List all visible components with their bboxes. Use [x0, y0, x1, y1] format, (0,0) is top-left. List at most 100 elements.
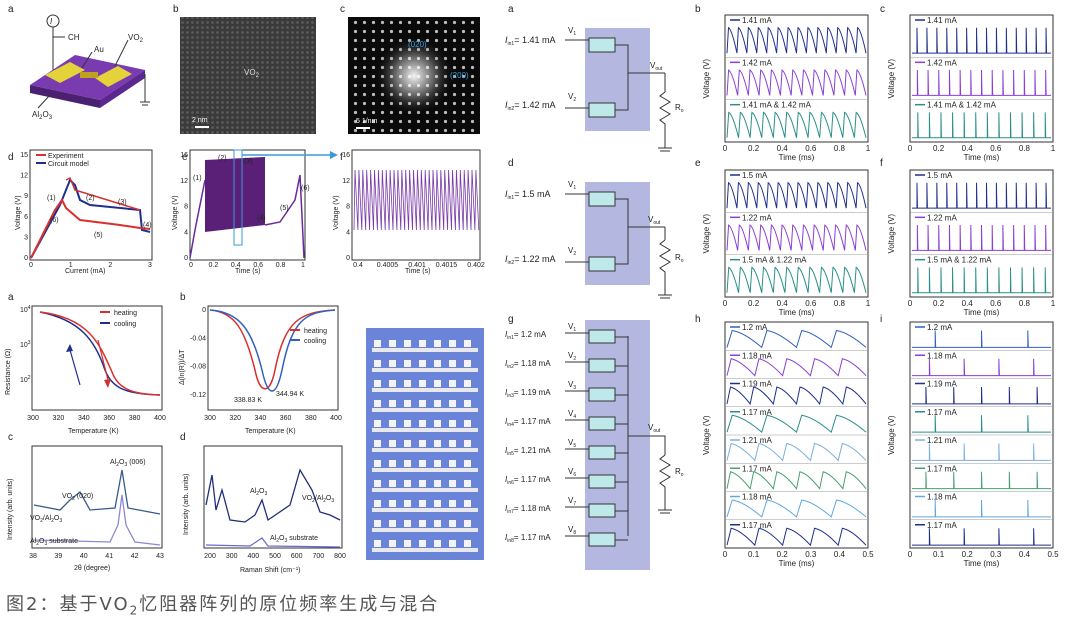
memristor-icon [588, 358, 616, 373]
tick-label: 0.2 [933, 299, 945, 308]
array-cell [449, 460, 456, 467]
waveform-trace [726, 499, 867, 518]
tick-label: 0 [184, 255, 188, 262]
panel-e-voltage-time: e Voltage (V) Time (s) 0 4 8 12 16 0 0.2 0.4 0.… [172, 149, 338, 275]
array-bus [372, 348, 478, 352]
array-cell [374, 520, 381, 527]
svg-text:104: 104 [20, 305, 31, 314]
panel-i-waveforms: i 1.2 mA 1.18 mA 1.19 mA 1.17 mA 1.21 mA 1.17… [880, 314, 1059, 568]
tick-label: 6 [24, 214, 28, 221]
trace-label: 1.18 mA [742, 351, 772, 360]
array-cell [449, 340, 456, 347]
trace-label: 1.18 mA [742, 493, 772, 502]
trace-label: 1.19 mA [742, 380, 772, 389]
memristor-icon [588, 532, 616, 547]
tick-label: 0.2 [777, 550, 789, 559]
array-cell [374, 460, 381, 467]
svg-text:Current (mA): Current (mA) [65, 268, 105, 275]
tick-label: 16 [342, 152, 350, 159]
array-cell [389, 380, 396, 387]
svg-text:338.83 K: 338.83 K [234, 397, 262, 404]
tick-label: 0.4 [353, 262, 363, 269]
svg-text:(6): (6) [301, 185, 310, 192]
array-cell [419, 360, 426, 367]
x-axis-label: Time (ms) [779, 308, 815, 317]
svg-text:Iin1= 1.5 mA: Iin1= 1.5 mA [505, 189, 550, 201]
tick-label: 0.3 [805, 550, 817, 559]
tick-label: 0.1 [933, 550, 945, 559]
svg-text:e: e [182, 152, 188, 163]
array-cell [389, 500, 396, 507]
array-bus [372, 528, 478, 532]
svg-text:V1: V1 [568, 180, 576, 191]
tick-label: 42 [131, 553, 139, 560]
memristor-icon [588, 474, 616, 489]
array-cell [404, 440, 411, 447]
current-source-icon [46, 14, 60, 28]
array-cell [419, 420, 426, 427]
waveform-trace [912, 267, 1051, 294]
input-current-label: Iin2= 1.18 mA [505, 359, 551, 370]
svg-text:Iin2= 1.42 mA: Iin2= 1.42 mA [505, 100, 555, 112]
plot-frame [909, 14, 1054, 143]
input-current-label: Iin6= 1.17 mA [505, 475, 551, 486]
tick-label: 0.4 [834, 550, 846, 559]
panel-c-waveforms: c 1.41 mA 1.42 mA 1.41 mA & 1.42 mA 0 0.2 0.4… [880, 4, 1056, 162]
panel-c-fft: c (020) (200) 5 1/nm [340, 4, 480, 134]
array-cell [449, 500, 456, 507]
tick-label: 600 [291, 553, 303, 560]
array-cell [374, 420, 381, 427]
tick-label: 15 [20, 152, 28, 159]
waveform-trace [726, 224, 867, 251]
tick-label: 400 [330, 415, 342, 422]
au-electrode-left [45, 62, 85, 83]
trace-label: 1.5 mA [742, 171, 768, 180]
waveform-trace [726, 181, 867, 209]
array-cell [389, 400, 396, 407]
waveform-trace [912, 112, 1051, 139]
array-cell [449, 360, 456, 367]
array-cell [404, 500, 411, 507]
array-cell [434, 540, 441, 547]
tick-label: 0.4 [231, 262, 241, 269]
svg-text:Δ(ln(R))/ΔT: Δ(ln(R))/ΔT [179, 349, 186, 385]
panel-c-xrd: c Intensity (arb. units) 2θ (degree) 38 3… [7, 432, 164, 572]
tick-label: 0.8 [834, 299, 846, 308]
tick-label: 380 [305, 415, 317, 422]
trace-label: 1.42 mA [742, 58, 772, 67]
svg-text:(1): (1) [193, 175, 202, 182]
tick-label: 0.2 [209, 262, 219, 269]
svg-text:Au: Au [94, 45, 104, 54]
tick-label: 1 [866, 144, 871, 153]
svg-text:a: a [8, 292, 14, 303]
svg-text:f: f [340, 152, 343, 163]
array-cell [434, 360, 441, 367]
waveform-trace [912, 27, 1051, 54]
svg-text:(1): (1) [47, 195, 56, 202]
array-cell [374, 540, 381, 547]
array-cell [389, 360, 396, 367]
array-cell [464, 520, 471, 527]
panel-d-circuit: d Iin1= 1.5 mA Iin2= 1.22 mA V1 V2 Vout … [505, 158, 684, 299]
svg-text:2 nm: 2 nm [192, 117, 208, 124]
tick-label: 3 [24, 234, 28, 241]
tick-label: 8 [346, 204, 350, 211]
svg-text:5 1/nm: 5 1/nm [356, 118, 378, 125]
array-cell [374, 340, 381, 347]
svg-text:d: d [180, 432, 186, 443]
array-cell [464, 380, 471, 387]
node-voltage-label: V3 [568, 380, 576, 391]
y-axis-label: Voltage (V) [887, 214, 896, 254]
waveform-trace [726, 358, 867, 377]
figure-caption: 图2：基于VO2忆阻器阵列的原位频率生成与混合 [6, 594, 440, 618]
trace-label: 1.21 mA [742, 436, 772, 445]
node-voltage-label: V5 [568, 438, 576, 449]
array-cell [434, 520, 441, 527]
array-cell [374, 360, 381, 367]
tick-label: 0.402 [467, 262, 485, 269]
array-cell [434, 340, 441, 347]
waveform-trace [912, 182, 1051, 209]
svg-text:Al2O3: Al2O3 [250, 488, 267, 497]
array-cell [419, 340, 426, 347]
trace-label: 1.41 mA & 1.42 mA [742, 101, 812, 110]
